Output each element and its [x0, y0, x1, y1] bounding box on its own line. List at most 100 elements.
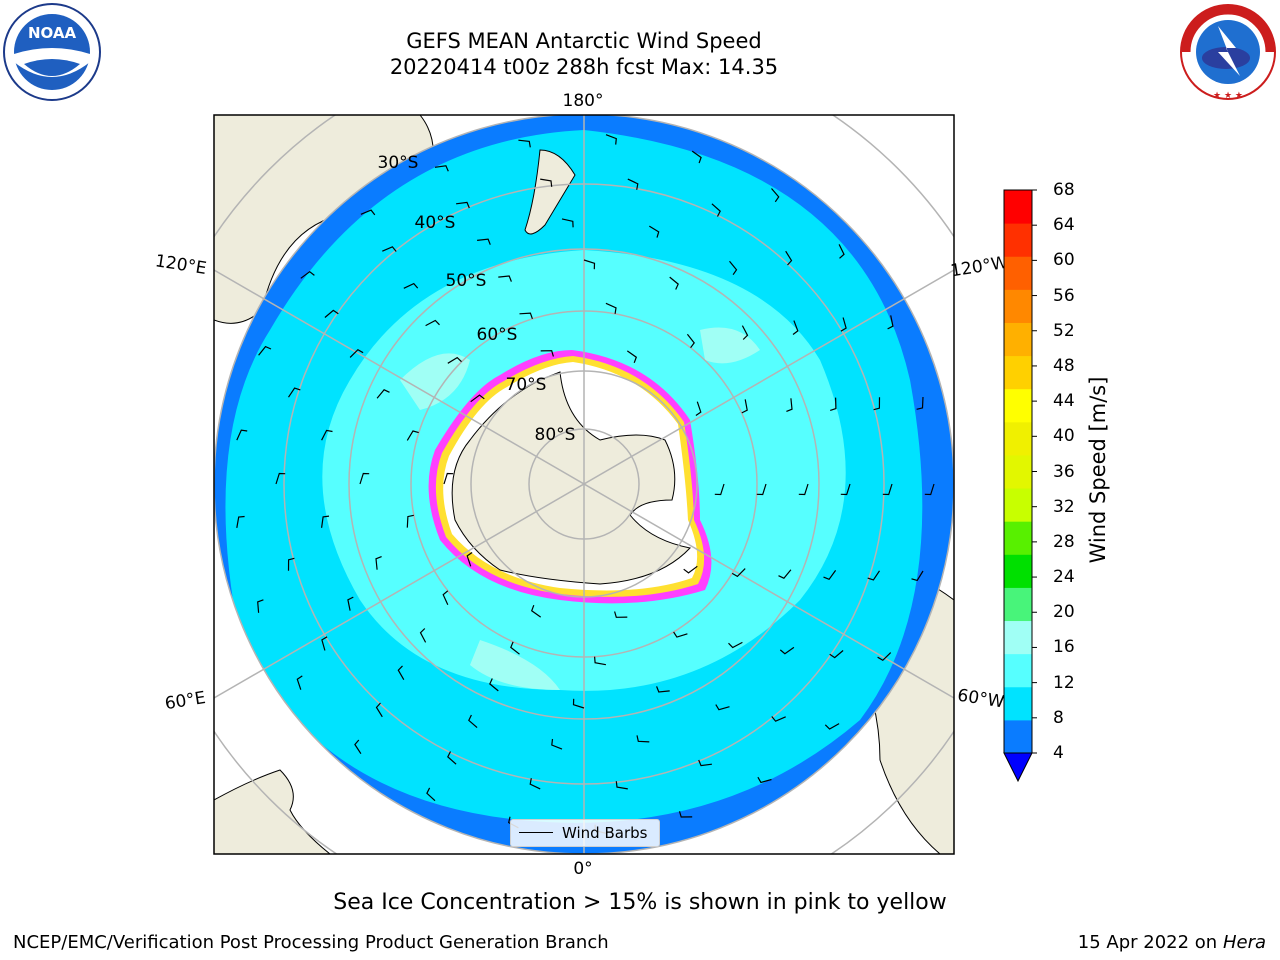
wind-barb [916, 396, 924, 410]
map-area [214, 115, 954, 854]
colorbar-tick-label: 36 [1053, 461, 1075, 482]
lat-label-40s: 40°S [415, 213, 456, 233]
wind-barb [605, 302, 617, 314]
colorbar-under-arrow [1003, 752, 1033, 783]
wind-barb [321, 636, 328, 651]
wind-barb [349, 348, 364, 358]
lon-label-60w: 60°W [956, 686, 1006, 713]
wind-barb [683, 565, 698, 574]
colorbar-segment [1004, 256, 1032, 290]
wind-barb [540, 178, 553, 187]
wind-barb [489, 678, 499, 692]
wind-barb [792, 320, 799, 335]
colorbar-segment [1004, 421, 1032, 456]
wind-barb [360, 209, 376, 216]
colorbar-tick-label: 24 [1053, 567, 1075, 588]
wind-barb [798, 483, 809, 496]
wind-barb [823, 570, 837, 581]
colorbar-tick-label: 40 [1053, 426, 1075, 447]
wind-barb [698, 759, 712, 767]
colorbar-tick-label: 68 [1053, 180, 1075, 200]
svg-text:NOAA: NOAA [28, 24, 77, 42]
lat-label-80s: 80°S [535, 425, 576, 445]
wind-barb [911, 570, 924, 582]
colorbar-segment [1004, 454, 1032, 489]
wind-barb [275, 472, 286, 485]
lon-label-120e: 120°E [154, 251, 208, 279]
colorbar-tick-label: 20 [1053, 602, 1075, 623]
lat-label-60s: 60°S [477, 325, 518, 345]
wind-barb [258, 345, 272, 356]
wind-barb [376, 389, 390, 399]
wind-barb [686, 333, 695, 349]
wind-barb [691, 150, 702, 164]
wind-barb [397, 665, 405, 681]
wind-barb-legend-swatch [519, 832, 553, 833]
wind-barb [877, 652, 892, 662]
colorbar-segment [1004, 388, 1032, 423]
colorbar-tick-label: 64 [1053, 215, 1075, 236]
wind-barb [510, 641, 520, 655]
wind-barb [824, 723, 840, 730]
date-text: 15 Apr 2022 on [1077, 932, 1223, 953]
africa-land [214, 769, 331, 854]
wind-barb [442, 590, 449, 605]
wind-barb [443, 472, 454, 485]
map-frame [213, 114, 955, 855]
wind-16-20-patch [400, 353, 470, 410]
wind-barb [771, 188, 780, 203]
colorbar-tick-label: 12 [1053, 672, 1075, 693]
wind-barb [321, 515, 330, 528]
wind-barb [375, 702, 383, 718]
wind-barb [615, 781, 628, 790]
lat-label-30s: 30°S [378, 153, 419, 173]
colorbar-segment [1004, 620, 1032, 655]
colorbar-segment [1004, 190, 1032, 224]
wind-barb [561, 218, 574, 228]
wind-barb [447, 356, 462, 364]
wind-barb [785, 250, 793, 266]
new-zealand-land [524, 149, 576, 235]
wind-barb [406, 430, 419, 441]
wind-barb [840, 483, 851, 496]
colorbar-segment [1004, 653, 1032, 688]
wind-barb [779, 646, 795, 655]
lon-label-0: 0° [573, 859, 592, 879]
wind-barb [551, 738, 563, 750]
colorbar-segment [1004, 223, 1032, 257]
wind-barb [300, 270, 315, 279]
colorbar-tick-label: 4 [1053, 743, 1064, 763]
lat-label-70s: 70°S [506, 375, 547, 395]
colorbar-tick-label: 60 [1053, 250, 1075, 271]
wind-barb [468, 714, 478, 729]
colorbar-label: Wind Speed [m/s] [1086, 376, 1110, 564]
wind-barb [434, 165, 449, 172]
wind-barb [288, 387, 301, 398]
wind-barb [406, 514, 414, 528]
wind-barb [498, 275, 512, 282]
colorbar-tick-label: 44 [1053, 391, 1075, 412]
colorbar-segment [1004, 554, 1032, 588]
colorbar-tick-label: 8 [1053, 707, 1064, 728]
lon-label-180: 180° [563, 91, 604, 111]
wind-barb [728, 641, 743, 649]
wind-barb [470, 394, 485, 403]
wind-barb [656, 686, 670, 693]
wind-16-20-patch [700, 327, 760, 364]
wind-barb [456, 201, 470, 209]
lon-label-60e: 60°E [163, 688, 207, 714]
wind-barb [530, 604, 542, 618]
wind-barb [829, 650, 844, 659]
wind-barb [830, 397, 837, 411]
colorbar-tick-label: 32 [1053, 496, 1075, 517]
machine-name: Hera [1222, 932, 1266, 953]
colorbar-segment [1004, 521, 1032, 555]
wind-barb [626, 350, 638, 364]
wind-barb [627, 178, 639, 190]
wind-barb [529, 778, 541, 790]
wind-barb [636, 735, 650, 743]
wind-barb [887, 315, 894, 330]
colorbar-tick-label: 28 [1053, 531, 1075, 552]
wind-barb [695, 401, 702, 416]
